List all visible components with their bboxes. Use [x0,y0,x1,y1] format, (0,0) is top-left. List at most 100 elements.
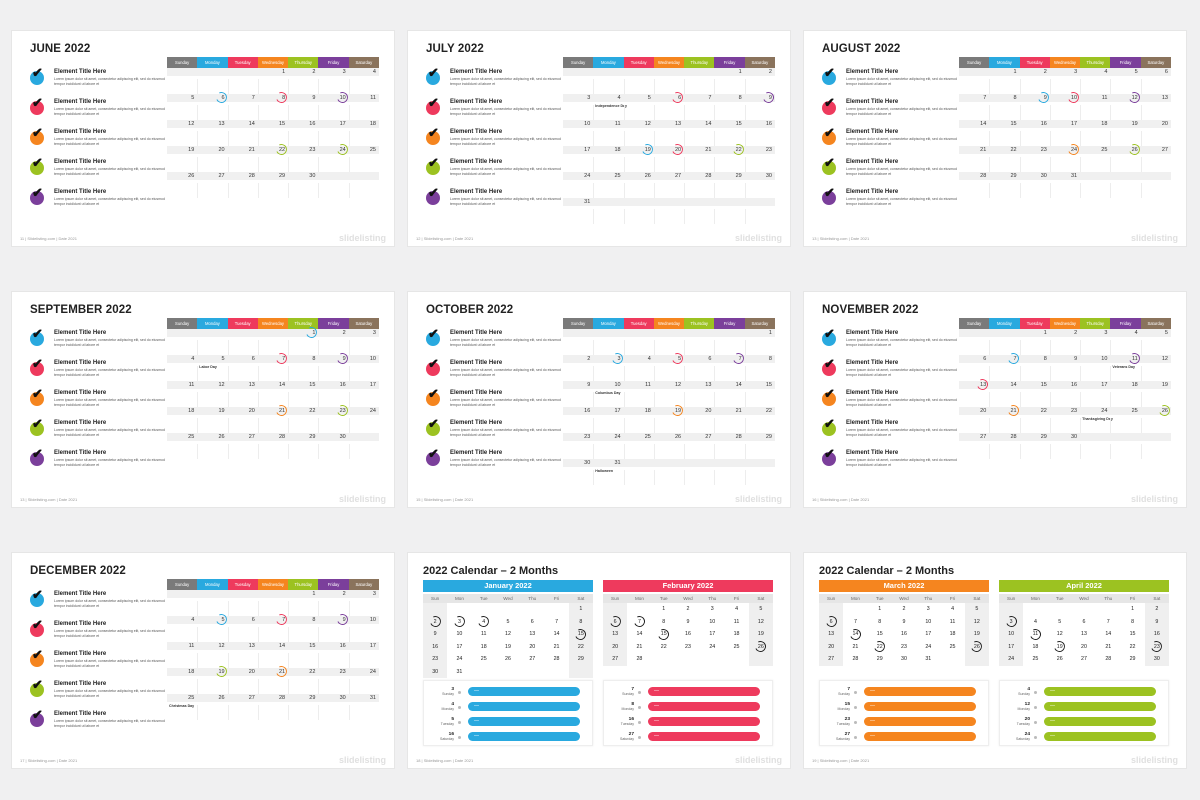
day-cell[interactable] [167,329,197,337]
checklist-item[interactable]: ✔ Element Title Here Lorem ipsum dolor sit… [426,155,566,188]
day-cell[interactable]: 25 [949,643,956,650]
checklist-item[interactable]: ✔ Element Title Here Lorem ipsum dolor sit… [30,386,170,419]
event-item[interactable]: 7 Sunday — [820,686,988,701]
day-cell[interactable] [318,172,348,180]
day-cell[interactable]: 20 [980,408,987,414]
day-cell[interactable]: 29 [1010,173,1017,179]
day-cell[interactable]: 24 [456,656,463,662]
checklist-item[interactable]: ✔ Element Title Here Lorem ipsum dolor sit… [426,416,566,449]
day-cell[interactable]: 26 [188,173,195,179]
day-cell[interactable] [627,603,651,616]
day-cell[interactable]: 12 [675,382,682,388]
day-cell[interactable] [593,68,623,76]
two-month-slide[interactable]: 2022 Calendar – 2 Months March 2022 Sun Mon… [804,553,1186,768]
day-cell[interactable] [563,68,593,76]
day-cell[interactable]: 14 [735,382,742,388]
day-cell[interactable]: 10 [318,90,350,105]
day-cell[interactable]: 26 [644,173,651,179]
event-item[interactable]: 5 Tuesday — [424,716,592,731]
day-cell[interactable] [258,329,288,337]
day-cell[interactable]: 1 [312,591,316,597]
checklist-item[interactable]: ✔ Element Title Here Lorem ipsum dolor sit… [822,95,962,128]
day-cell[interactable]: 18 [733,631,740,637]
day-cell[interactable]: 22 [1010,147,1017,153]
day-cell[interactable]: 7 [258,612,289,627]
day-cell[interactable]: 24 [614,434,621,440]
day-cell[interactable]: 6 [197,90,229,105]
day-cell[interactable]: 11 [1110,351,1142,366]
day-cell[interactable] [197,590,227,598]
day-cell[interactable]: 25 [1131,408,1138,414]
day-cell[interactable]: 23 [685,643,691,650]
day-cell[interactable]: 13 [705,382,712,388]
day-cell[interactable]: 29 [309,695,316,701]
day-cell[interactable]: 27 [248,695,255,701]
day-cell[interactable]: 20 [654,142,685,157]
event-pill[interactable]: — [864,687,976,696]
day-cell[interactable] [654,459,684,467]
day-cell[interactable]: 4 [735,606,739,612]
day-cell[interactable]: 26 [1141,403,1172,418]
day-cell[interactable]: 6 [654,90,685,105]
day-cell[interactable]: 24 [369,408,376,414]
day-cell[interactable] [843,603,867,616]
day-cell[interactable]: 13 [675,121,682,127]
day-cell[interactable]: 19 [1131,121,1138,127]
day-cell[interactable] [258,590,288,598]
day-cell[interactable]: 14 [1010,382,1017,388]
day-cell[interactable]: 6 [530,618,534,625]
day-cell[interactable]: 3 [372,591,376,597]
day-cell[interactable]: 28 [636,656,643,662]
checklist-item[interactable]: ✔ Element Title Here Lorem ipsum dolor sit… [30,326,170,359]
day-cell[interactable] [745,459,775,467]
day-cell[interactable]: 21 [852,643,859,650]
day-cell[interactable]: 30 [339,695,346,701]
day-cell[interactable]: 2 [587,356,591,362]
day-cell[interactable]: 23 [765,147,772,153]
day-cell[interactable]: 11 [733,618,740,625]
day-cell[interactable] [624,68,654,76]
day-cell[interactable]: 24 [584,173,591,179]
day-cell[interactable]: 31 [925,656,932,662]
day-cell[interactable]: 11 [949,618,956,625]
day-cell[interactable]: 19 [1161,382,1168,388]
day-cell[interactable]: 20 [1161,121,1168,127]
day-cell[interactable] [1141,172,1171,180]
day-cell[interactable]: 19 [748,628,773,641]
day-cell[interactable]: 3 [710,606,714,612]
checklist-item[interactable]: ✔ Element Title Here Lorem ipsum dolor sit… [30,356,170,389]
checklist-item[interactable]: ✔ Element Title Here Lorem ipsum dolor sit… [426,326,566,359]
day-cell[interactable]: 15 [735,121,742,127]
day-cell[interactable]: 23 [1071,408,1078,414]
day-cell[interactable]: 4 [372,69,376,75]
month-slide[interactable]: JUNE 2022 ✔ Element Title Here Lorem ipsum … [12,31,394,246]
day-cell[interactable]: 5 [197,612,229,627]
month-slide[interactable]: NOVEMBER 2022 ✔ Element Title Here Lorem ip… [804,292,1186,507]
day-cell[interactable]: 29 [279,173,286,179]
day-cell[interactable]: 24 [999,653,1024,666]
day-cell[interactable] [700,653,724,666]
day-cell[interactable]: 6 [819,614,844,629]
day-cell[interactable]: 3 [447,614,471,629]
day-cell[interactable]: 29 [1129,656,1136,662]
day-cell[interactable]: 22 [868,639,892,654]
day-cell[interactable] [349,433,379,441]
month-slide[interactable]: SEPTEMBER 2022 ✔ Element Title Here Lorem i… [12,292,394,507]
day-cell[interactable] [940,653,964,666]
day-cell[interactable]: 31 [584,199,591,205]
day-cell[interactable]: 1 [738,69,742,75]
day-cell[interactable]: 1 [878,606,882,612]
day-cell[interactable] [676,653,700,666]
day-cell[interactable]: 6 [1082,618,1086,625]
checklist-item[interactable]: ✔ Element Title Here Lorem ipsum dolor sit… [822,185,962,218]
day-cell[interactable]: 5 [1134,69,1138,75]
day-cell[interactable]: 20 [819,640,844,653]
day-cell[interactable]: 2 [342,591,346,597]
day-cell[interactable]: 16 [423,640,448,653]
day-cell[interactable]: 8 [768,356,772,362]
day-cell[interactable]: 3 [372,330,376,336]
day-cell[interactable]: 9 [1144,615,1169,628]
day-cell[interactable] [197,68,227,76]
day-cell[interactable]: 27 [675,173,682,179]
day-cell[interactable]: 22 [660,643,667,650]
